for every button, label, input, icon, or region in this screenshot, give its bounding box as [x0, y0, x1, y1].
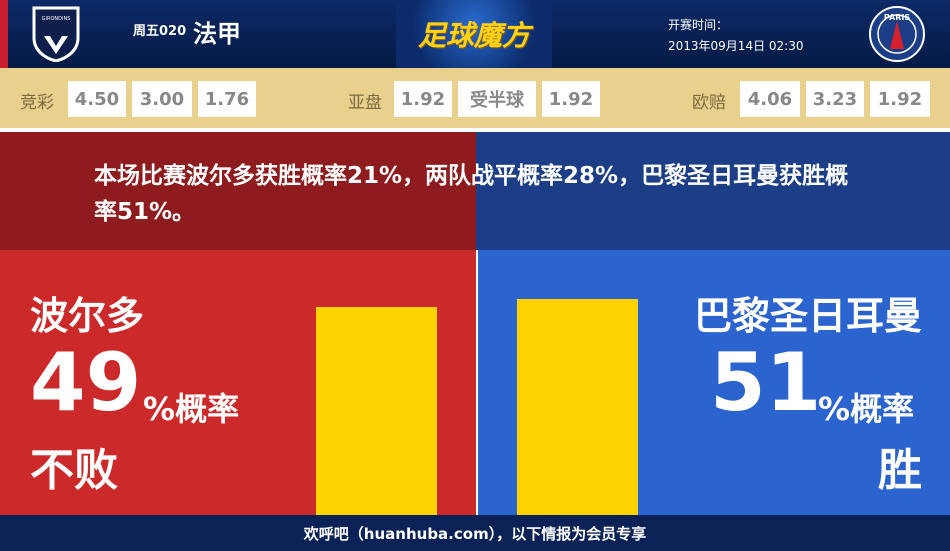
brand-logo: 足球魔方 — [396, 0, 552, 68]
home-percent-suffix: %概率 — [143, 390, 240, 428]
jingcai-odd: 3.00 — [132, 81, 192, 117]
probability-summary: 本场比赛波尔多获胜概率21%，两队战平概率28%，巴黎圣日耳曼获胜概率51%。 — [94, 163, 849, 225]
psg-logo: PARIS — [869, 6, 925, 62]
odds-bar: 竞彩 4.50 3.00 1.76 亚盘 1.92 受半球 1.92 欧赔 4.… — [0, 68, 950, 128]
home-team-name: 波尔多 — [30, 294, 145, 338]
yapan-handicap: 受半球 — [458, 81, 536, 117]
bordeaux-logo: GIRONDINS — [32, 6, 80, 62]
away-team-name: 巴黎圣日耳曼 — [693, 294, 922, 338]
league-name: 法甲 — [193, 20, 241, 48]
accent-stripe — [0, 0, 8, 68]
away-percent: 51 — [710, 336, 822, 429]
yapan-label: 亚盘 — [348, 93, 382, 113]
yapan-odd: 1.92 — [542, 81, 600, 117]
svg-text:GIRONDINS: GIRONDINS — [42, 16, 71, 22]
summary-bg-home — [0, 132, 476, 250]
summary-bg-away — [476, 132, 950, 250]
home-percent: 49 — [30, 336, 142, 429]
home-result: 不败 — [30, 445, 118, 496]
oupei-odd: 4.06 — [740, 81, 800, 117]
oupei-odd: 1.92 — [870, 81, 930, 117]
footer-banner[interactable]: 欢呼吧（huanhuba.com），以下情报为会员专享 — [0, 515, 950, 551]
oupei-odd: 3.23 — [806, 81, 864, 117]
oupei-label: 欧赔 — [692, 93, 726, 113]
svg-text:PARIS: PARIS — [884, 13, 910, 22]
kickoff-label: 开赛时间： — [668, 18, 729, 32]
away-percent-suffix: %概率 — [818, 390, 915, 428]
league-code: 周五020 — [133, 24, 187, 39]
jingcai-odd: 4.50 — [68, 81, 126, 117]
away-probability-bar — [517, 298, 638, 515]
jingcai-odd: 1.76 — [198, 81, 256, 117]
header: GIRONDINS 周五020 法甲 足球魔方 开赛时间： 2013年09月14… — [0, 0, 950, 68]
jingcai-label: 竞彩 — [20, 93, 54, 113]
kickoff-time: 2013年09月14日 02:30 — [668, 39, 804, 53]
yapan-odd: 1.92 — [394, 81, 452, 117]
home-probability-bar — [316, 307, 437, 515]
away-result: 胜 — [878, 445, 922, 496]
